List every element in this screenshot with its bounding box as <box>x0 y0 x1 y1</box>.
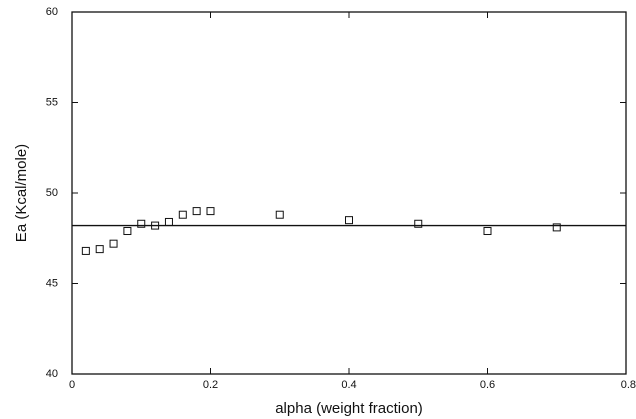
data-point <box>206 207 215 216</box>
data-point <box>192 207 201 216</box>
data-point <box>81 246 90 255</box>
x-tick-label: 0.6 <box>480 379 495 391</box>
y-axis-title: Ea (Kcal/mole) <box>13 144 30 242</box>
x-tick-label: 0 <box>69 379 75 391</box>
data-point <box>95 245 104 254</box>
x-tick-label: 0.8 <box>621 379 636 391</box>
data-point <box>345 216 353 225</box>
data-point <box>151 221 160 230</box>
data-point <box>164 217 173 226</box>
data-point <box>109 239 118 248</box>
y-tick-label: 55 <box>46 96 58 108</box>
y-tick-label: 45 <box>46 277 58 289</box>
data-point <box>414 219 423 228</box>
plot-frame <box>71 11 627 375</box>
x-tick-label: 0.4 <box>341 379 356 391</box>
y-tick-label: 50 <box>46 187 58 199</box>
data-point <box>123 227 132 236</box>
data-point <box>275 210 284 219</box>
data-point <box>552 223 561 232</box>
data-point <box>178 210 187 219</box>
y-tick-label: 40 <box>46 368 58 380</box>
x-axis-title: alpha (weight fraction) <box>275 400 423 417</box>
data-point <box>483 227 492 236</box>
data-point <box>137 219 146 228</box>
x-tick-label: 0.2 <box>203 379 218 391</box>
y-tick-label: 60 <box>46 6 58 18</box>
